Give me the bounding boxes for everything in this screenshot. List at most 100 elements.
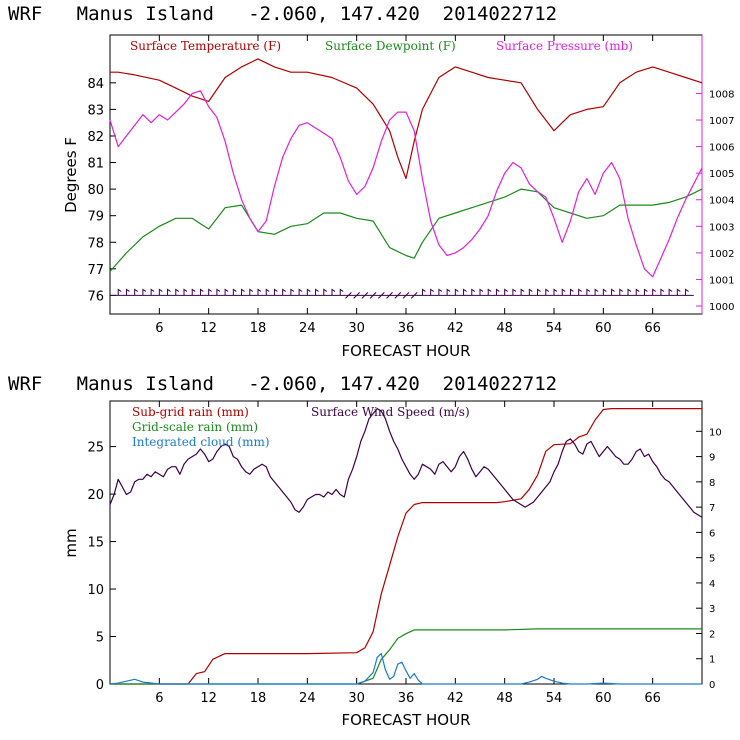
- panel-title: WRF Manus Island -2.060, 147.420 2014022…: [8, 3, 557, 25]
- y-tick-label: 5: [96, 631, 104, 646]
- wind-barb: [402, 292, 410, 299]
- y2-tick-label: 6: [709, 528, 715, 539]
- temperature-pressure-panel: WRF Manus Island -2.060, 147.420 2014022…: [8, 3, 734, 360]
- wind-barb: [438, 288, 443, 296]
- wind-barb: [361, 292, 369, 299]
- wind-barb: [594, 288, 599, 296]
- y2-tick-label: 1001: [709, 275, 734, 286]
- wind-barb: [668, 288, 673, 296]
- wind-barb: [158, 288, 163, 296]
- y-tick-label: 84: [87, 77, 104, 92]
- wind-barb: [167, 288, 171, 296]
- wind-barb: [410, 292, 418, 299]
- wind-barb: [421, 288, 426, 296]
- x-tick-label: 30: [348, 321, 365, 336]
- x-tick-label: 12: [200, 691, 217, 706]
- wind-barb: [553, 288, 558, 296]
- wind-barb: [643, 288, 648, 296]
- x-tick-label: 6: [155, 691, 163, 706]
- y2-tick-label: 1000: [709, 302, 734, 313]
- wind-barb: [561, 288, 566, 296]
- wind-barb: [528, 288, 533, 296]
- y2-tick-label: 4: [709, 579, 715, 590]
- surface-pressure-line: [109, 90, 703, 278]
- y-tick-label: 79: [87, 210, 104, 225]
- y2-tick-label: 2: [709, 629, 715, 640]
- x-tick-label: 36: [398, 691, 415, 706]
- x-tick-label: 66: [644, 691, 661, 706]
- rain-wind-panel: WRF Manus Island -2.060, 147.420 2014022…: [8, 373, 722, 729]
- y-axis-label: mm: [62, 528, 80, 557]
- y-tick-label: 10: [87, 583, 104, 598]
- x-tick-label: 24: [299, 691, 316, 706]
- y2-tick-label: 7: [709, 503, 715, 514]
- x-tick-label: 42: [447, 321, 464, 336]
- wind-barb: [282, 288, 286, 296]
- x-tick-label: 30: [348, 691, 365, 706]
- wind-barb: [232, 288, 237, 296]
- wind-barb: [676, 288, 681, 296]
- y-tick-label: 15: [87, 536, 104, 551]
- wind-barb: [216, 288, 221, 296]
- wind-barb: [463, 288, 467, 296]
- wind-barb: [545, 288, 550, 296]
- surface-dewpoint-line: [109, 188, 703, 272]
- y2-tick-label: 5: [709, 554, 715, 565]
- wind-barb: [386, 292, 393, 299]
- x-tick-label: 48: [496, 321, 513, 336]
- wind-barb: [191, 288, 196, 296]
- wind-barb: [306, 288, 311, 296]
- wind-barb: [150, 288, 155, 296]
- wind-barb: [611, 288, 615, 296]
- x-tick-label: 24: [299, 321, 316, 336]
- wind-barb: [208, 288, 212, 296]
- wind-barb: [125, 288, 130, 296]
- wind-barb: [660, 288, 665, 296]
- surface-wind-speed-line: [109, 408, 703, 518]
- wind-barb: [142, 288, 147, 296]
- wind-barb: [578, 288, 582, 296]
- plot-frame: [109, 34, 703, 315]
- wind-barb: [241, 288, 245, 296]
- x-tick-label: 42: [447, 691, 464, 706]
- y-tick-label: 77: [87, 263, 104, 278]
- y2-tick-label: 1002: [709, 249, 734, 260]
- wind-barb: [339, 288, 344, 296]
- y2-tick-label: 1006: [709, 143, 734, 154]
- y2-tick-label: 1005: [709, 169, 734, 180]
- x-tick-label: 18: [250, 321, 267, 336]
- wind-barb: [495, 288, 500, 296]
- x-tick-label: 18: [250, 691, 267, 706]
- legend-grid-scale-rain: Grid-scale rain (mm): [132, 420, 258, 434]
- wind-barb: [369, 292, 377, 299]
- y-tick-label: 78: [87, 236, 104, 251]
- wind-barb: [504, 288, 508, 296]
- wind-barb: [224, 288, 229, 296]
- wind-barb: [520, 288, 525, 296]
- wind-barb: [249, 288, 254, 296]
- wind-barb: [627, 288, 632, 296]
- wind-barb: [446, 288, 451, 296]
- x-tick-label: 54: [546, 691, 563, 706]
- wind-barb: [117, 288, 122, 296]
- legend-surface-wind-speed: Surface Wind Speed (m/s): [311, 405, 470, 419]
- y-tick-label: 81: [87, 157, 104, 172]
- wind-barb: [353, 292, 361, 299]
- wind-barb: [619, 288, 624, 296]
- y-tick-label: 0: [96, 678, 104, 693]
- x-tick-label: 36: [398, 321, 415, 336]
- y2-tick-label: 1004: [709, 196, 734, 207]
- wind-barb: [175, 288, 180, 296]
- y-tick-label: 82: [87, 130, 104, 145]
- y-tick-label: 20: [87, 488, 104, 503]
- x-tick-label: 48: [496, 691, 513, 706]
- y-tick-label: 76: [87, 289, 104, 304]
- wind-barb: [635, 288, 640, 296]
- wind-barb: [652, 288, 656, 296]
- x-tick-label: 6: [155, 321, 163, 336]
- wind-barb: [290, 288, 295, 296]
- x-tick-label: 54: [546, 321, 563, 336]
- y2-tick-label: 1: [709, 655, 715, 666]
- grid-scale-rain-line: [110, 628, 702, 685]
